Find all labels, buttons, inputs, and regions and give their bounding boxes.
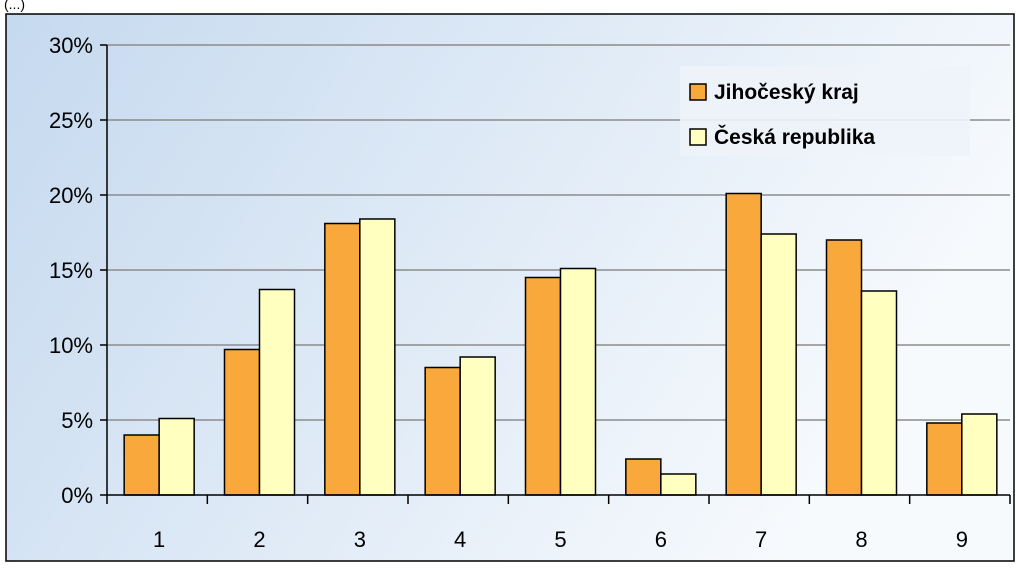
y-tick-label: 0% — [61, 483, 93, 508]
legend-swatch — [689, 128, 707, 146]
bar-jihocesky-kraj — [625, 458, 662, 496]
x-tick-label: 5 — [554, 527, 566, 552]
bar-jihocesky-kraj — [324, 222, 361, 496]
y-tick-label: 5% — [61, 408, 93, 433]
axes: 0% 5% 10% 15% 20% 25% 30% 1 2 3 4 5 6 7 8 9 — [49, 33, 1011, 552]
y-tick-label: 30% — [49, 33, 93, 58]
bar-ceska-republika — [860, 290, 898, 496]
y-tick-label: 10% — [49, 333, 93, 358]
bar-ceska-republika — [158, 417, 195, 496]
y-tick-label: 25% — [49, 108, 93, 133]
bar-jihocesky-kraj — [223, 348, 261, 496]
bar-ceska-republika — [459, 356, 496, 496]
legend-swatch — [689, 83, 707, 101]
x-tick-label: 1 — [153, 527, 165, 552]
legend-background — [680, 66, 970, 156]
bar-ceska-republika — [660, 473, 697, 496]
bar-ceska-republika — [258, 288, 296, 496]
x-tick-label: 3 — [354, 527, 366, 552]
bar-jihocesky-kraj — [524, 276, 562, 496]
bar-jihocesky-kraj — [123, 434, 160, 496]
x-tick-label: 4 — [454, 527, 466, 552]
x-tick-label: 9 — [956, 527, 968, 552]
bar-jihocesky-kraj — [424, 366, 461, 496]
bar-jihocesky-kraj — [926, 422, 963, 496]
x-tick-label: 6 — [655, 527, 667, 552]
legend-label: Jihočeský kraj — [714, 81, 859, 104]
bar-jihocesky-kraj — [725, 192, 762, 496]
bar-jihocesky-kraj — [825, 239, 863, 496]
bar-ceska-republika — [961, 413, 998, 496]
legend: Jihočeský kraj Česká republika — [680, 66, 970, 156]
x-tick-label: 7 — [755, 527, 767, 552]
bar-ceska-republika — [359, 218, 396, 496]
x-tick-label: 8 — [855, 527, 867, 552]
bar-ceska-republika — [760, 233, 797, 496]
y-tick-label: 15% — [49, 258, 93, 283]
header-fragment: (...) — [4, 0, 25, 12]
bar-ceska-republika — [559, 267, 597, 496]
x-tick-label: 2 — [253, 527, 265, 552]
legend-label: Česká republika — [714, 125, 875, 149]
bars — [123, 192, 998, 496]
y-tick-label: 20% — [49, 183, 93, 208]
